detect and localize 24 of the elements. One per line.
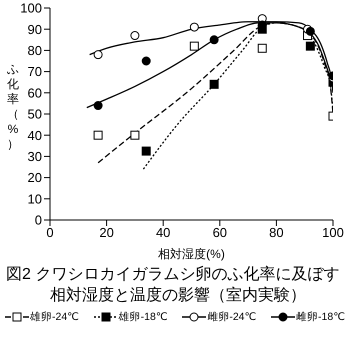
y-tick-label: 100 [20, 0, 42, 16]
x-tick-label: 60 [212, 225, 228, 240]
y-tick-label: 50 [28, 106, 42, 122]
legend-label: 雌卵-24℃ [207, 310, 256, 324]
x-tick-label: 20 [99, 225, 114, 240]
x-tick-label: 40 [156, 225, 170, 240]
y-tick-label: 80 [28, 43, 42, 58]
legend-label: 雄卵-18℃ [118, 310, 168, 324]
legend-label: 雄卵-24℃ [30, 310, 79, 324]
x-axis-title: 相対湿度(%) [158, 247, 225, 261]
y-tick-label: 90 [28, 22, 42, 37]
y-tick-label: 40 [28, 128, 42, 143]
y-tick-label: 30 [28, 149, 42, 164]
x-tick-label: 0 [46, 225, 54, 240]
y-tick-label: 20 [28, 170, 42, 186]
y-tick-label: 70 [28, 64, 42, 80]
x-tick-label: 100 [322, 225, 344, 240]
legend-label: 雌卵-18℃ [296, 310, 345, 324]
y-tick-label: 0 [34, 212, 42, 228]
text: 図2 クワシロカイガラムシ卵のふ化率に及ぼす相対湿度と温度の影響（室内実験） [5, 264, 340, 306]
y-tick-label: 10 [28, 191, 42, 206]
y-tick-label: 60 [28, 85, 42, 100]
x-tick-label: 80 [269, 225, 284, 240]
y-axis-title: ふ化率（%） [6, 62, 20, 152]
